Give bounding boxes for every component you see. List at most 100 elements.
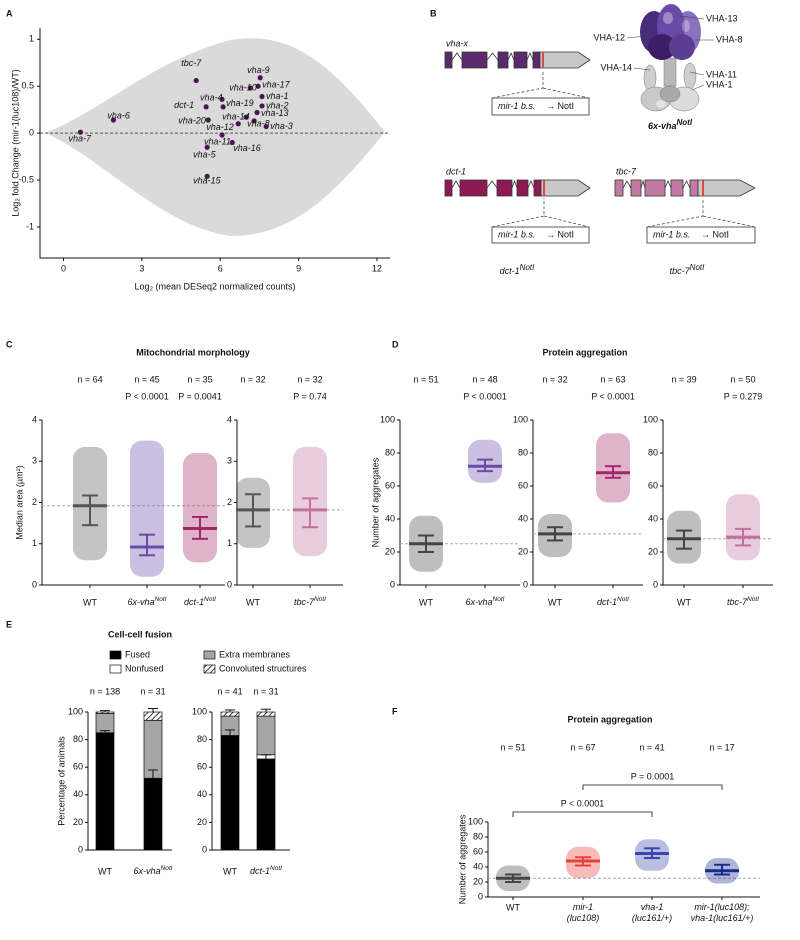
x-tick-label: WT	[98, 866, 112, 876]
exon	[614, 179, 624, 197]
n-label: n = 17	[709, 742, 734, 752]
n-label: n = 138	[90, 686, 120, 696]
x-tick-label-line: (luc161/+)	[632, 913, 672, 923]
bar-segment	[95, 732, 115, 851]
y-tick-label: 1	[32, 538, 37, 548]
y-tick-label: 60	[73, 762, 83, 772]
point-label: vha-3	[270, 121, 293, 131]
intron	[486, 180, 498, 189]
legend-swatch	[109, 650, 122, 660]
y-tick-label: 100	[468, 816, 483, 826]
y-tick-label: 0	[390, 579, 395, 589]
edit-box	[491, 97, 590, 116]
edit-box	[646, 226, 756, 244]
exon	[461, 51, 488, 69]
site-label: mir-1 b.s.	[498, 229, 535, 239]
point-spread	[130, 440, 164, 577]
point-label: vha-10	[229, 82, 257, 92]
x-tick-label-text: dct-1	[597, 597, 617, 607]
x-tick-label: dct-1NotI	[597, 596, 629, 607]
exon	[516, 179, 529, 197]
p-label: P < 0.0001	[591, 391, 635, 401]
bar-segment	[143, 711, 163, 721]
legend-label: Extra membranes	[219, 649, 291, 659]
subunit-label: VHA-1	[706, 79, 733, 89]
y-tick-label: 20	[648, 546, 658, 556]
subunit-label: VHA-13	[706, 13, 738, 23]
x-tick-label-sup: NotI	[314, 596, 326, 603]
y-tick-label: 0	[227, 579, 232, 589]
x-tick-label: WT	[223, 866, 237, 876]
n-label: n = 32	[240, 374, 265, 384]
y-tick-label: 4	[32, 414, 37, 424]
y-tick-label: 0	[478, 891, 483, 901]
point-label: vha-1	[266, 91, 289, 101]
n-label: n = 50	[730, 374, 755, 384]
site-label: mir-1 b.s.	[498, 101, 535, 111]
x-tick-label-sup: NotI	[155, 596, 167, 603]
highlight-point	[235, 121, 241, 127]
y-tick-label: 20	[197, 817, 207, 827]
x-tick-label: 12	[372, 263, 382, 273]
y-tick-label: 80	[473, 831, 483, 841]
p-label: P = 0.279	[724, 391, 763, 401]
point-label: vha-19	[226, 98, 254, 108]
highlight-point	[229, 139, 235, 146]
highlight-point	[193, 77, 199, 84]
point-label: vha-6	[107, 110, 130, 120]
panel-label: A	[6, 8, 13, 18]
highlight-point	[205, 117, 211, 123]
exon	[644, 179, 666, 197]
callout	[542, 87, 590, 99]
legend-swatch	[203, 664, 216, 674]
x-tick-label-text: 6x-vha	[466, 597, 493, 607]
bar-segment	[256, 711, 276, 717]
p-label: P < 0.0001	[125, 391, 169, 401]
gene-name: dct-1	[446, 166, 466, 176]
intron	[526, 51, 534, 61]
intron	[622, 180, 632, 189]
allele-text: tbc-7	[670, 266, 691, 276]
y-tick-label: 2	[32, 497, 37, 507]
point-label: vha-13	[261, 108, 289, 118]
exon	[497, 51, 509, 69]
p-label: P = 0.0041	[178, 391, 222, 401]
legend-label: Fused	[125, 649, 150, 659]
y-tick-label: 60	[385, 480, 395, 490]
n-label: n = 39	[671, 374, 696, 384]
chart-title: Protein aggregation	[567, 714, 652, 724]
y-tick-label: 40	[473, 861, 483, 871]
x-tick-label-text: dct-1	[184, 597, 204, 607]
x-tick-label-text: 6x-vha	[128, 597, 155, 607]
site-label: mir-1 b.s.	[653, 229, 690, 239]
panel-label: D	[392, 339, 399, 349]
y-tick-label: 3	[227, 456, 232, 466]
utr	[539, 51, 591, 69]
highlight-point	[259, 103, 265, 109]
allele-sup: NotI	[520, 263, 535, 272]
n-label: n = 31	[253, 686, 278, 696]
bar-segment	[256, 715, 276, 756]
comparison-label: P < 0.0001	[561, 798, 605, 808]
n-label: n = 67	[570, 742, 595, 752]
highlight-point	[219, 96, 225, 102]
intron	[507, 51, 515, 61]
x-tick-label: 9	[296, 263, 301, 273]
exon	[689, 179, 699, 197]
edit-label: → NotI	[701, 229, 729, 239]
exon	[444, 179, 453, 197]
callout	[491, 70, 544, 99]
chart-title: Protein aggregation	[542, 347, 627, 357]
x-tick-label: mir-1(luc108); vha-1(luc161/+)	[691, 902, 754, 923]
intron	[451, 52, 463, 61]
allele-label: 6x-vhaNotI	[648, 118, 693, 132]
y-tick-label: 1	[227, 538, 232, 548]
n-label: n = 48	[472, 374, 497, 384]
exon	[459, 179, 488, 197]
y-tick-label: -1	[26, 221, 34, 231]
edit-label: → NotI	[546, 229, 574, 239]
y-axis-label: Number of aggregates	[370, 457, 380, 547]
y-tick-label: 80	[197, 734, 207, 744]
x-tick-label-text: 6x-vha	[134, 866, 161, 876]
